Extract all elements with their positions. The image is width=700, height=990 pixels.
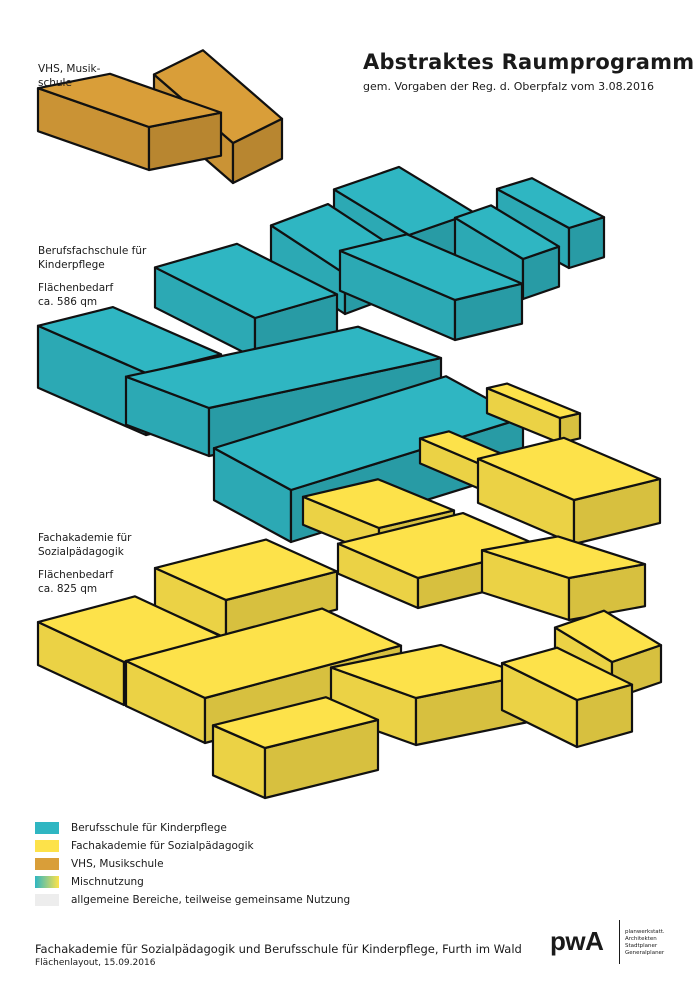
block-top xyxy=(553,609,663,664)
logo-meta-line: Stadtplaner xyxy=(625,943,658,949)
page-title: Abstraktes Raumprogramm xyxy=(363,50,695,74)
zone-label-line: Sozialpädagogik xyxy=(38,546,124,558)
teal-block-upper-left xyxy=(153,242,339,360)
block-top xyxy=(36,595,223,664)
block-top xyxy=(152,49,284,145)
block-top xyxy=(453,204,561,261)
block-top xyxy=(495,177,606,230)
yellow-block-right-a xyxy=(485,382,582,445)
zone-label-vhs: VHS, Musik- schule xyxy=(38,62,100,90)
block-top xyxy=(153,538,339,602)
block-top xyxy=(485,382,582,420)
block-top xyxy=(124,607,403,700)
logo-divider xyxy=(619,920,620,964)
zone-label-line: schule xyxy=(38,77,72,89)
block-top xyxy=(211,696,380,750)
block-top xyxy=(301,478,456,530)
zone-label-line: ca. 586 qm xyxy=(38,296,98,308)
yellow-block-right-c xyxy=(476,436,662,546)
zone-label-line: Kinderpflege xyxy=(38,259,105,271)
legend-swatch xyxy=(35,822,59,834)
zone-label-line: Flächenbedarf xyxy=(38,282,114,294)
block-top xyxy=(124,325,443,410)
zone-label-line: Fachakademie für xyxy=(38,532,132,544)
yellow-block-upper-left xyxy=(153,538,339,640)
legend-label: Berufsschule für Kinderpflege xyxy=(71,822,227,834)
vhs-block-front xyxy=(36,72,223,172)
legend-label: allgemeine Bereiche, teilweise gemeinsam… xyxy=(71,894,351,906)
legend-label: Mischnutzung xyxy=(71,876,144,888)
block-top xyxy=(476,436,662,502)
block-top xyxy=(500,646,634,702)
logo-meta-line: Architekten xyxy=(625,936,657,942)
yellow-block-mid-c xyxy=(329,643,528,747)
legend-label: Fachakademie für Sozialpädagogik xyxy=(71,840,254,852)
legend-label: VHS, Musikschule xyxy=(71,858,164,870)
yellow-block-right-d xyxy=(480,535,647,622)
block-top xyxy=(480,535,647,580)
zone-label-line xyxy=(38,272,146,281)
legend-swatch xyxy=(35,858,59,870)
yellow-block-right-f xyxy=(500,646,634,749)
block-top xyxy=(336,511,545,580)
teal-block-upper-right xyxy=(338,233,524,342)
zone-label-line: Berufsfachschule für xyxy=(38,245,147,257)
block-top xyxy=(329,643,528,700)
logo-meta-line: planwerkstatt. xyxy=(625,929,665,935)
page-subtitle: gem. Vorgaben der Reg. d. Oberpfalz vom … xyxy=(363,80,655,93)
pwa-logo: pwA xyxy=(550,926,604,956)
legend-swatch xyxy=(35,840,59,852)
zone-label-line: ca. 825 qm xyxy=(38,583,98,595)
legend-swatch xyxy=(35,894,59,906)
legend-swatch xyxy=(35,876,59,888)
zone-label-berufsfachschule: Berufsfachschule für Kinderpflege Fläche… xyxy=(38,244,146,309)
footer-subtitle: Flächenlayout, 15.09.2016 xyxy=(35,958,156,968)
zone-label-line: Flächenbedarf xyxy=(38,569,114,581)
yellow-block-front xyxy=(211,696,380,800)
logo-meta-line: Generalplaner xyxy=(625,950,665,956)
zone-label-line xyxy=(38,559,131,568)
block-top xyxy=(338,233,524,302)
zone-label-fachakademie: Fachakademie für Sozialpädagogik Flächen… xyxy=(38,531,131,596)
footer-title: Fachakademie für Sozialpädagogik und Ber… xyxy=(35,942,522,956)
block-top xyxy=(36,72,223,129)
block-top xyxy=(153,242,339,320)
logo-meta: planwerkstatt. Architekten Stadtplaner G… xyxy=(625,929,665,957)
zone-label-line: VHS, Musik- xyxy=(38,63,101,75)
